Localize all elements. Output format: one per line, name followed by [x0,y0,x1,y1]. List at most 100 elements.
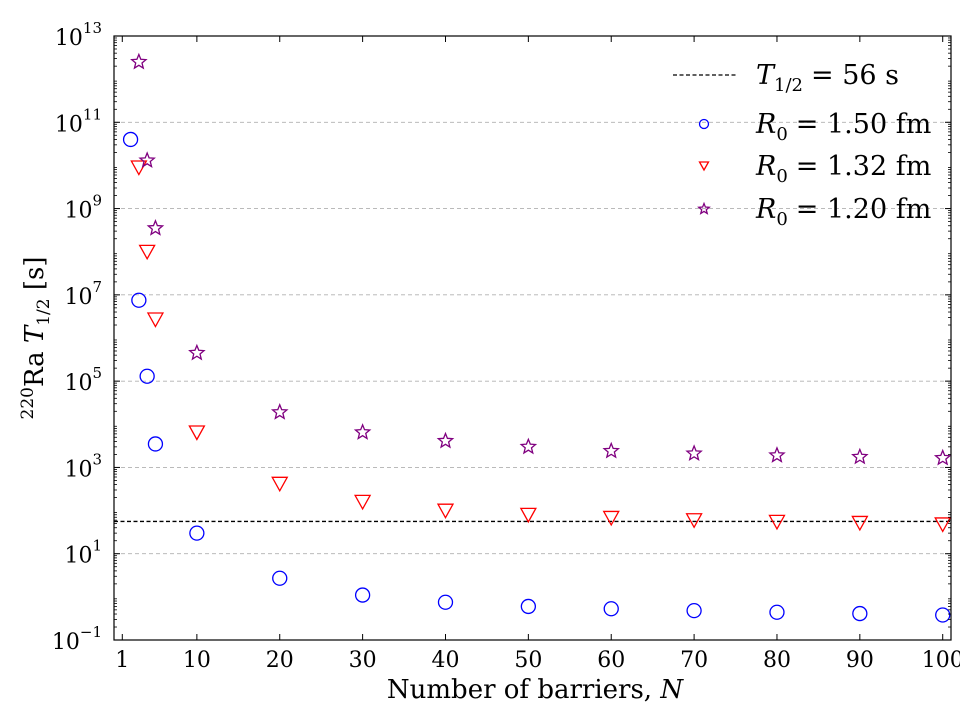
x-tick-label: 1 [115,648,129,673]
y-tick-label-exponent: −1 [80,623,102,641]
legend-circle-marker [698,118,710,130]
data-point-circle [852,605,868,622]
data-point-circle [272,570,288,586]
plot-frame [113,35,952,641]
y-tick-label-base: 10 [64,457,92,482]
y-axis-label-isotope: 220 [18,387,38,419]
legend-star-marker [697,201,711,215]
data-point-circle [686,602,702,619]
y-tick-label-exponent: 7 [92,278,102,296]
y-tick-label: 103 [64,450,102,482]
y-tick-label-base: 10 [64,544,92,569]
data-point-star [519,437,538,455]
data-point-star [270,403,289,420]
legend-s0-value: = 1.50 fm [796,109,932,140]
y-tick-label: 101 [64,537,102,569]
x-tick-label: 10 [183,648,211,673]
data-point-star [768,446,786,463]
data-point-circle [147,436,164,452]
y-axis-label-unit: [s] [20,256,50,298]
legend-s1-label: R0 = 1.32 fm [755,151,931,187]
y-tick-label-base: 10 [64,199,92,224]
data-point-circle [189,525,205,541]
data-point-star [138,151,156,168]
y-tick-label-base: 10 [64,371,92,396]
x-tick-label: 70 [680,648,708,673]
data-point-triangle [768,514,786,531]
x-axis-label-text: Number of barriers, [387,675,660,705]
data-point-triangle [519,507,537,524]
y-axis-label: 220Ra T1/2 [s] [18,256,54,419]
legend-s2-symbol: R [755,194,776,225]
y-tick-label: 1011 [55,105,102,137]
y-axis-label-subscript: 1/2 [34,298,54,325]
data-point-circle [354,587,371,603]
y-tick-label: 105 [64,364,102,396]
y-tick-label: 109 [64,192,102,224]
data-point-star [130,52,148,70]
legend-s2-subscript: 0 [776,209,787,230]
y-tick-label-exponent: 1 [92,537,102,555]
y-tick-label-exponent: 9 [92,192,102,210]
data-point-circle [139,368,155,384]
data-point-triangle [934,517,952,533]
y-tick-label: 107 [64,278,102,310]
legend-s2-value: = 1.20 fm [796,194,932,225]
data-point-triangle [188,425,206,441]
data-point-star [851,447,869,465]
data-point-triangle [146,312,165,328]
data-point-circle [437,594,454,610]
data-point-star [933,448,952,466]
data-point-star [602,441,621,459]
x-tick-label: 80 [763,648,791,673]
data-point-triangle [685,513,703,529]
legend-s1-subscript: 0 [776,166,787,187]
y-tick-label-exponent: 13 [83,19,102,37]
y-tick-label-base: 10 [55,26,83,51]
series-star [130,52,952,466]
y-tick-label-exponent: 5 [92,364,102,382]
data-point-triangle [602,510,620,527]
y-tick-label-base: 10 [64,285,92,310]
x-tick-label: 50 [514,648,542,673]
data-point-star [188,343,206,361]
legend: T1/2 = 56 s R0 = 1.50 fm R0 = 1.32 fm R0 = 1… [673,60,931,230]
x-tick-label: 20 [266,648,294,673]
data-point-star [436,431,455,449]
legend-ref-subscript: 1/2 [774,75,803,96]
legend-s0-symbol: R [755,109,776,140]
legend-ref-value: = 56 s [811,60,899,91]
x-tick-label: 100 [922,648,960,673]
data-point-triangle [138,244,156,261]
legend-s1-value: = 1.32 fm [796,151,932,182]
data-point-star [685,444,703,461]
data-point-circle [122,131,139,148]
series-triangle-down [130,160,952,533]
x-tick-label: 40 [431,648,459,673]
data-point-triangle [271,476,289,493]
data-point-circle [131,292,147,308]
x-axis-label-var: N [659,675,684,705]
x-axis-label: Number of barriers, N [387,675,684,705]
series-circle [122,131,951,623]
data-point-star [353,423,372,440]
y-tick-label: 1013 [55,19,102,51]
data-point-circle [769,604,785,620]
legend-triangle-marker [698,161,710,172]
y-tick-label-exponent: 3 [92,450,102,468]
x-tick-label: 90 [846,648,874,673]
x-tick-label: 60 [597,648,625,673]
data-point-triangle [354,494,372,511]
data-point-triangle [130,160,148,176]
y-tick-label-base: 10 [55,112,83,137]
y-tick-label-base: 10 [52,630,80,655]
data-point-star [146,218,165,236]
y-tick-label: 10−1 [52,623,102,655]
data-point-circle [603,601,619,617]
legend-s0-subscript: 0 [776,124,787,145]
y-axis-label-element: Ra [20,343,50,387]
data-point-triangle [436,503,455,520]
